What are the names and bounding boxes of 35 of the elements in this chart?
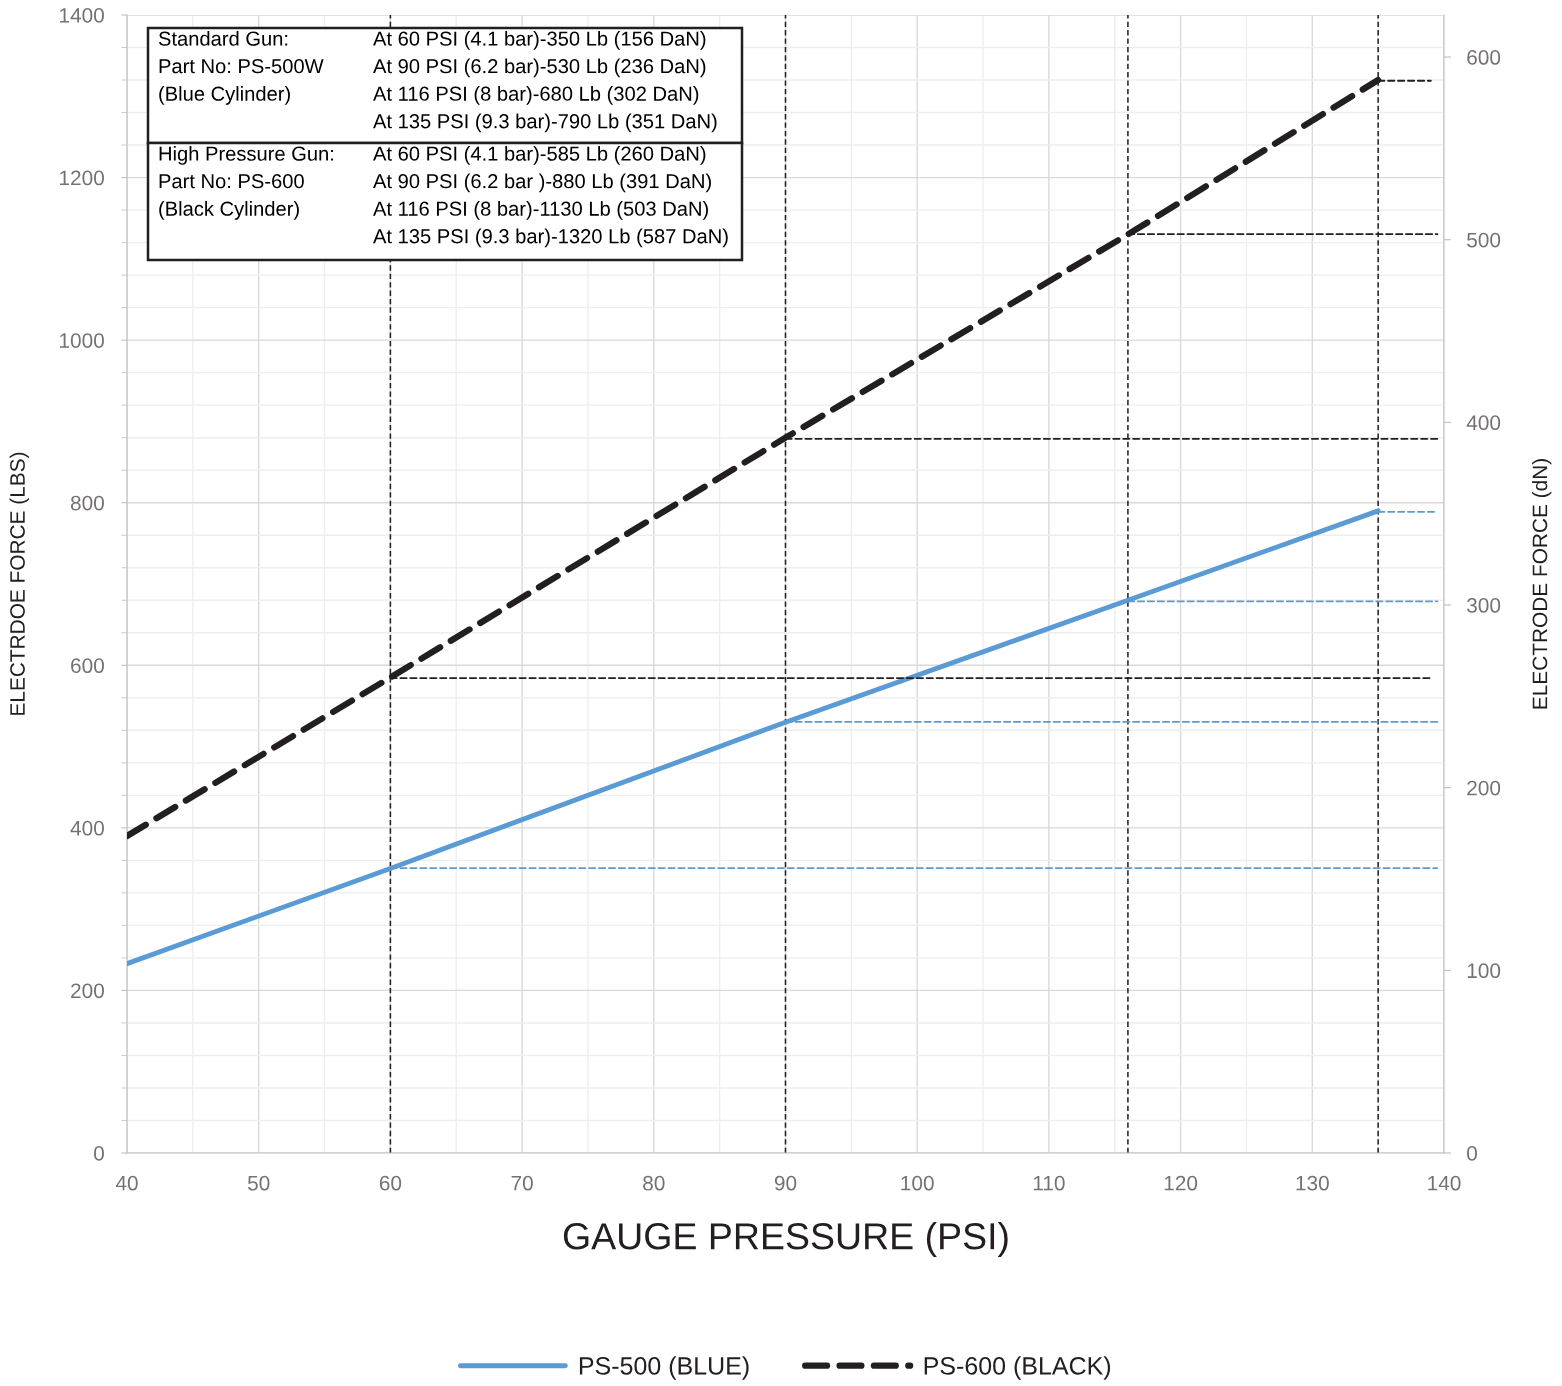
- y-axis-title: ELECTRDOE FORCE (LBS): [9, 452, 29, 715]
- y2-tick-label: 200: [1467, 780, 1501, 796]
- y-tick-label: 200: [71, 983, 104, 999]
- annotation: At 60 PSI (4.1 bar)-585 Lb (260 DaN) At 90 PSI (6.2 bar )-880 Lb (391 DaN) At 116 PSI (8 bar)-1130 Lb (503 DaN) At 135 PSI (9.3 bar)-1320 Lb (587 DaN): [373, 146, 728, 248]
- x-axis-title: GAUGE PRESSURE (PSI): [563, 1222, 1008, 1257]
- y-tick-label: 1000: [60, 333, 104, 348]
- x-tick-label: 80: [643, 1175, 665, 1191]
- y2-axis-title: ELECTRODE FORCE (dN): [1532, 459, 1552, 709]
- legend-label: PS-600 (BLACK): [924, 1356, 1111, 1380]
- annotation: High Pressure Gun: Part No: PS-600 (Black Cylinder): [159, 146, 334, 220]
- y-tick-label: 0: [94, 1146, 104, 1161]
- x-tick-label: 90: [774, 1175, 797, 1191]
- y2-tick-label: 300: [1467, 598, 1501, 613]
- y-tick-label: 400: [70, 820, 104, 836]
- y2-tick-label: 600: [1467, 50, 1501, 65]
- y2-tick-label: 400: [1466, 415, 1501, 431]
- annotation: At 60 PSI (4.1 bar)-350 Lb (156 DaN) At 90 PSI (6.2 bar)-530 Lb (236 DaN) At 116 PSI (8 bar)-680 Lb (302 DaN) At 135 PSI (9.3 bar)-790 Lb (351 DaN): [373, 31, 717, 133]
- x-tick-label: 100: [901, 1175, 934, 1191]
- y-tick-label: 1400: [60, 8, 104, 23]
- y-tick-label: 600: [71, 658, 104, 674]
- y-tick-label: 1200: [60, 170, 104, 186]
- x-tick-label: 140: [1428, 1175, 1461, 1191]
- y2-tick-label: 100: [1467, 963, 1501, 979]
- x-tick-label: 40: [115, 1175, 138, 1191]
- y2-tick-label: 0: [1467, 1146, 1477, 1161]
- annotation: Standard Gun: Part No: PS-500W (Blue Cylinder): [158, 31, 324, 105]
- legend-label: PS-500 (BLUE): [579, 1356, 749, 1380]
- y2-tick-label: 500: [1467, 232, 1501, 248]
- x-tick-label: 70: [511, 1175, 533, 1191]
- x-tick-label: 110: [1033, 1175, 1065, 1191]
- x-tick-label: 120: [1164, 1175, 1198, 1191]
- y-tick-label: 800: [70, 495, 104, 511]
- x-tick-label: 130: [1296, 1175, 1329, 1191]
- x-tick-label: 60: [379, 1175, 402, 1191]
- x-tick-label: 50: [247, 1175, 270, 1191]
